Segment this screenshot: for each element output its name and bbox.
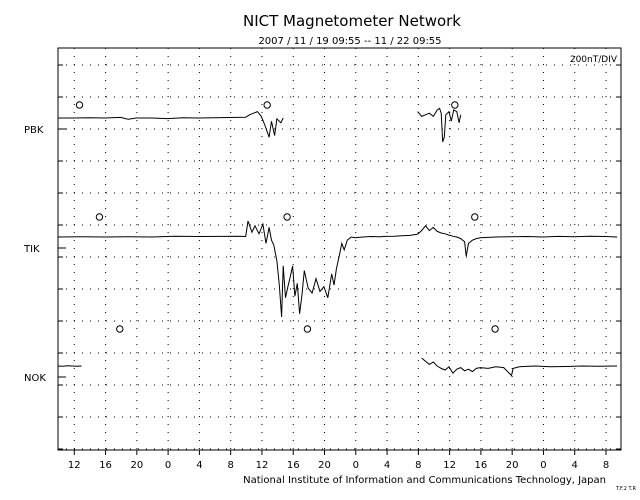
station-labels: PBK TIK NOK	[23, 125, 66, 384]
station-label-pbk: PBK	[24, 125, 44, 136]
x-tick-label: 12	[68, 460, 81, 471]
scale-label: 200nT/DIV	[570, 55, 618, 65]
local-midnight-markers	[75, 101, 499, 333]
x-tick-label: 0	[165, 460, 171, 471]
x-tick-label: 12	[256, 460, 269, 471]
local-midnight-marker	[283, 213, 291, 221]
x-tick-label: 4	[196, 460, 202, 471]
x-axis-ticks: 12 16 20 0 4 8 12 16 20 0 4 8 12 16 20 0 4 8	[68, 450, 609, 471]
x-tick-label: 20	[318, 460, 331, 471]
x-tick-label: 8	[227, 460, 233, 471]
chart-title: NICT Magnetometer Network	[243, 12, 461, 30]
x-tick-label: 4	[572, 460, 578, 471]
series-line-nok	[421, 357, 618, 377]
x-tick-label: 16	[99, 460, 112, 471]
credit-text: National Institute of Information and Co…	[243, 475, 606, 486]
series-line-tik	[57, 220, 618, 318]
x-tick-label: 8	[603, 460, 609, 471]
series-line-nok	[57, 365, 82, 367]
x-tick-label: 8	[415, 460, 421, 471]
plot-frame	[57, 47, 622, 451]
x-tick-label: 0	[540, 460, 546, 471]
x-tick-label: 16	[287, 460, 300, 471]
x-tick-label: 20	[506, 460, 519, 471]
local-midnight-marker	[95, 213, 104, 221]
station-label-nok: NOK	[24, 373, 46, 384]
x-tick-label: 0	[353, 460, 359, 471]
series-line-pbk	[58, 110, 284, 138]
local-midnight-marker	[303, 325, 312, 333]
station-label-tik: TIK	[23, 244, 40, 255]
local-midnight-marker	[116, 325, 124, 333]
chart-subtitle: 2007 / 11 / 19 09:55 -- 11 / 22 09:55	[258, 36, 441, 47]
local-midnight-marker	[75, 101, 84, 109]
grid	[57, 47, 622, 451]
local-midnight-marker	[471, 213, 479, 221]
x-tick-label: 16	[475, 460, 488, 471]
x-tick-label: 20	[130, 460, 143, 471]
series-line-pbk	[417, 107, 462, 143]
x-tick-label: 12	[443, 460, 456, 471]
local-midnight-marker	[263, 101, 271, 109]
credit-small-text: T.F.2 T.R	[615, 486, 637, 492]
local-midnight-marker	[491, 325, 499, 333]
local-midnight-marker	[451, 101, 459, 109]
x-tick-label: 4	[384, 460, 390, 471]
series-traces	[57, 107, 618, 377]
